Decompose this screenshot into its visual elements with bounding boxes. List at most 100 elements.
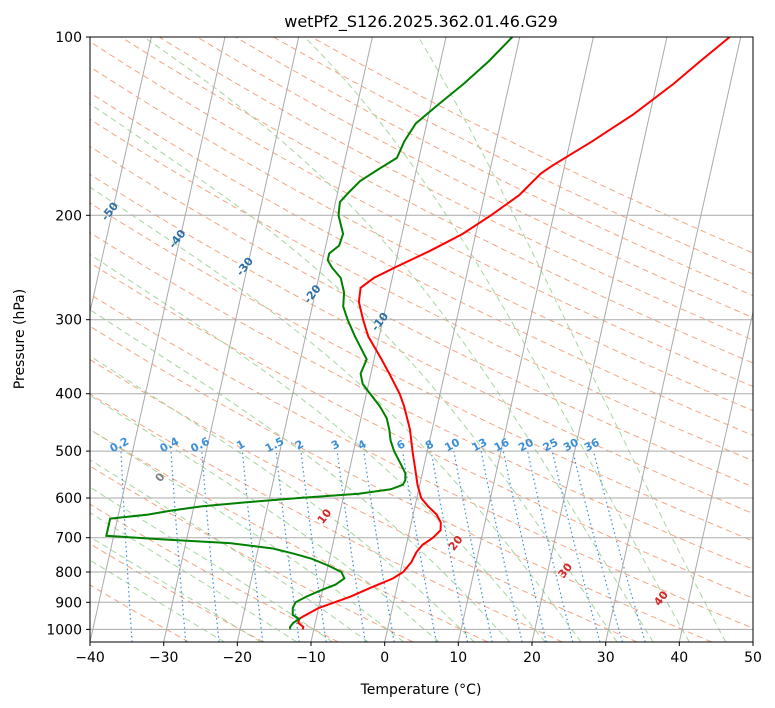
isotherm-line [605, 37, 742, 642]
dry-adiabat-line [90, 584, 190, 642]
mixing-ratio-label: 25 [541, 436, 561, 455]
isotherm-label: -10 [369, 310, 392, 334]
dry-adiabat-line [235, 37, 753, 297]
line-labels: -100-90-80-70-60-50-40-30-20-100.10.20.4… [31, 172, 672, 608]
mixing-ratio-line [170, 451, 187, 642]
mixing-ratio-label: 36 [582, 436, 602, 455]
mixing-ratio-line [480, 450, 523, 642]
dry-adiabat-line [90, 293, 753, 629]
dry-adiabats [90, 37, 753, 642]
isotherm-line [531, 37, 668, 642]
dry-adiabat-line [90, 202, 753, 542]
moist-adiabat-line [90, 309, 511, 642]
moist-adiabat-line [418, 37, 727, 642]
mixing-ratio-line [336, 451, 366, 642]
mixing-ratio-label: 8 [423, 437, 436, 452]
moist-adiabats [90, 37, 727, 642]
mixing-ratio-line [572, 450, 623, 642]
y-tick-label: 600 [55, 491, 82, 507]
isotherm-label: -60 [31, 172, 54, 196]
dry-adiabat-line [90, 465, 414, 642]
moist-adiabat-line [90, 536, 262, 642]
mixing-ratio-line [502, 450, 547, 642]
dry-adiabat-line [90, 393, 563, 642]
moist-adiabat-line [143, 37, 654, 642]
mixing-ratio-label: 0.2 [108, 435, 131, 456]
x-tick-label: 30 [597, 650, 615, 666]
dry-adiabat-line [197, 37, 753, 319]
isotherm-label: -30 [234, 255, 257, 279]
dry-adiabat-line [120, 37, 753, 364]
dewpoint-profile-line [105, 37, 514, 630]
moist-adiabat-line [90, 394, 440, 642]
dry-adiabat-line [90, 145, 753, 488]
moist-adiabat-line [90, 512, 298, 642]
isotherm-line [236, 37, 373, 642]
x-tick-label: −10 [296, 650, 326, 666]
y-tick-label: 500 [55, 444, 82, 460]
mixing-ratio-label: 0.6 [188, 435, 212, 456]
dry-adiabat-line [90, 41, 753, 388]
mixing-ratio-line [241, 451, 264, 642]
plot-area: -100-90-80-70-60-50-40-30-20-100.10.20.4… [0, 37, 753, 642]
y-tick-label: 200 [55, 208, 82, 224]
isotherm-line [310, 37, 447, 642]
mixing-ratio-line [120, 451, 133, 642]
x-tick-label: 10 [449, 650, 467, 666]
dry-adiabat-line [311, 37, 753, 254]
isotherm-line [678, 309, 753, 642]
x-tick-label: 0 [380, 650, 389, 666]
dry-adiabat-line [90, 173, 753, 515]
isotherm-line [0, 37, 4, 642]
y-tick-label: 900 [55, 595, 82, 611]
moist-adiabat-line [90, 459, 369, 642]
y-tick-label: 400 [55, 387, 82, 403]
y-tick-label: 800 [55, 565, 82, 581]
x-tick-label: 20 [523, 650, 541, 666]
moist-adiabat-label: 20 [446, 533, 466, 553]
mixing-ratio-label: 20 [516, 436, 536, 455]
mixing-ratio-line [201, 451, 220, 642]
dry-adiabat-line [90, 66, 753, 412]
isotherms [0, 37, 753, 642]
moist-adiabat-line [90, 253, 546, 642]
chart-title: wetPf2_S126.2025.362.01.46.G29 [284, 12, 558, 32]
isotherm-label: -20 [301, 282, 324, 306]
x-axis-label: Temperature (°C) [360, 682, 482, 698]
dry-adiabat-line [90, 503, 339, 642]
isotherm-line [90, 37, 226, 642]
isotherm-line [163, 37, 300, 642]
x-tick-label: 50 [744, 650, 762, 666]
mixing-ratio-label: 30 [561, 436, 581, 455]
y-axis-ticks: 100 200 300 400 500 600 700 800 900 1000 [46, 30, 90, 638]
x-axis-ticks: −40 −30 −20 −10 0 10 20 30 40 50 [75, 642, 762, 666]
mixing-ratio-label: 6 [395, 437, 408, 452]
dry-adiabat-line [90, 325, 712, 642]
mixing-ratio-label: 0.4 [158, 435, 182, 456]
moist-adiabat-label: 40 [651, 588, 671, 608]
dry-adiabat-line [90, 543, 264, 642]
x-tick-label: −20 [223, 650, 253, 666]
moist-adiabat-line [90, 355, 475, 642]
y-tick-label: 1000 [46, 622, 82, 638]
dry-adiabat-line [90, 428, 488, 642]
plot-frame [89, 36, 754, 643]
x-tick-label: −30 [149, 650, 179, 666]
mixing-ratio-line [527, 450, 574, 642]
moist-adiabat-line [304, 37, 690, 642]
moist-adiabat-line [90, 428, 405, 642]
moist-adiabat-label: 30 [556, 560, 576, 580]
dry-adiabat-line [90, 231, 753, 570]
isotherm-line [752, 639, 753, 642]
mixing-ratio-label: 3 [329, 437, 342, 452]
dry-adiabat-line [90, 92, 753, 436]
profile-series [105, 37, 731, 630]
temperature-profile-line [297, 37, 731, 630]
mixing-ratio-label: 1 [234, 437, 247, 452]
mixing-ratio-label: 13 [470, 436, 490, 455]
moist-adiabat-line [90, 103, 618, 642]
mixing-ratio-label: 10 [442, 436, 462, 455]
mixing-ratio-line [275, 451, 300, 642]
dry-adiabat-line [158, 37, 753, 341]
